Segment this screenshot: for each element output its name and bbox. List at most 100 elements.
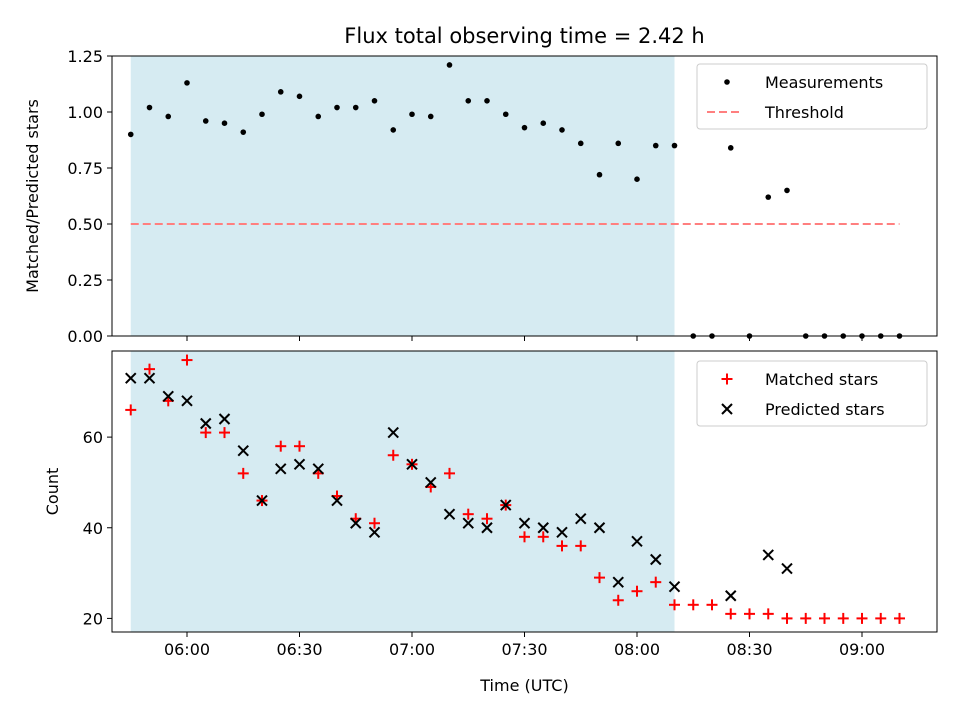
predicted-point-0 [125,372,137,384]
measurement-point-1 [146,104,153,111]
bottom-observing-span [130,351,675,632]
legend-dot [724,79,730,85]
measurement-point-27 [634,176,640,182]
top-ytick-label-2: 0.50 [67,215,103,234]
measurement-point-7 [259,111,265,118]
predicted-point-27 [631,535,643,548]
bottom-xtick-label-3: 07:30 [501,640,547,659]
legend-predicted-marker [721,403,733,415]
matched-point-29 [669,599,680,611]
predicted-star-points [125,372,793,602]
top-ytick-label-3: 0.75 [67,159,103,178]
measurement-point-4 [202,118,209,124]
bottom-axes-frame [111,350,938,633]
matched-point-19 [481,513,493,525]
measurement-point-25 [596,171,603,178]
bottom-xtick-label-5: 08:30 [726,640,772,659]
measurement-point-0 [127,131,134,138]
predicted-point-28 [650,553,662,566]
matched-point-13 [369,517,380,529]
matched-point-31 [706,599,718,611]
matched-point-35 [781,612,793,624]
matched-point-6 [237,467,249,479]
predicted-point-9 [293,458,306,471]
bottom-ylabel: Count [43,468,62,516]
top-axes-frame [111,55,938,337]
predicted-point-20 [500,499,512,511]
matched-point-33 [744,608,755,620]
bottom-xlabel: Time (UTC) [479,676,568,695]
matched-point-39 [856,612,868,624]
matched-point-9 [294,440,305,452]
measurement-point-32 [727,145,734,151]
measurement-point-3 [184,80,190,86]
bottom-ytick-label-0: 20 [83,609,103,628]
measurement-point-26 [615,140,622,147]
matched-point-22 [537,531,549,543]
measurement-point-34 [765,194,772,200]
matched-point-40 [875,612,887,624]
top-ytick-label-1: 0.25 [67,271,103,290]
measurement-point-10 [315,113,322,120]
bottom-xtick-label-2: 07:00 [389,640,435,659]
matched-point-41 [894,612,905,624]
predicted-point-10 [312,463,324,475]
matched-point-0 [125,404,137,416]
predicted-point-1 [143,372,156,384]
matched-point-4 [200,427,212,439]
measurement-point-22 [540,120,547,126]
matched-point-36 [800,612,812,624]
measurement-point-28 [652,142,659,149]
measurement-point-20 [502,111,509,118]
matched-point-1 [144,363,155,375]
matched-point-25 [594,572,605,584]
top-legend-box [696,63,928,130]
chart-title: Flux total observing time = 2.42 h [344,24,704,48]
legend-measurements-marker [724,79,730,85]
predicted-point-32 [781,562,793,575]
top-ytick-label-0: 0.00 [67,327,103,346]
top-panel: 0.00 0.25 0.50 0.75 1.00 1.25 Flux total obse… [23,24,938,346]
legend-matched-label: Matched stars [765,370,878,389]
bottom-legend: Matched stars Predicted stars [696,360,928,427]
legend-matched-marker [721,373,733,385]
bottom-xtick-label-0: 06:00 [164,640,210,659]
matched-point-17 [444,467,455,479]
predicted-point-16 [425,476,437,489]
predicted-point-11 [331,494,343,507]
measurement-point-23 [559,127,565,133]
legend-plus [721,373,733,385]
predicted-point-7 [256,494,268,507]
matched-point-34 [762,608,774,620]
legend-predicted-label: Predicted stars [765,400,885,419]
predicted-point-29 [668,580,681,593]
matched-point-3 [181,354,193,366]
measurement-point-16 [427,113,434,120]
measurement-point-6 [240,129,247,135]
predicted-point-14 [387,426,399,439]
predicted-point-2 [162,390,174,403]
predicted-point-12 [350,517,362,529]
bottom-xtick-label-1: 06:30 [276,640,322,659]
measurement-point-17 [446,62,453,68]
top-ytick-label-5: 1.25 [67,47,103,66]
matched-point-26 [612,594,624,606]
bottom-legend-box [696,360,928,427]
measurement-point-5 [221,120,228,126]
bottom-xtick-label-6: 09:00 [839,640,885,659]
measurement-point-13 [371,98,378,104]
predicted-point-13 [368,526,381,538]
matched-point-8 [275,440,287,452]
predicted-point-18 [462,517,474,529]
legend-threshold-label: Threshold [764,103,844,122]
matched-point-5 [219,427,230,439]
matched-point-32 [725,608,737,620]
predicted-point-3 [181,395,193,407]
predicted-point-15 [406,458,418,471]
measurement-point-9 [296,93,303,100]
measurement-point-18 [465,98,472,104]
predicted-point-4 [200,417,212,430]
measurement-point-35 [784,187,790,194]
top-ticks: 0.00 0.25 0.50 0.75 1.00 1.25 [67,47,863,346]
legend-cross [721,403,733,415]
